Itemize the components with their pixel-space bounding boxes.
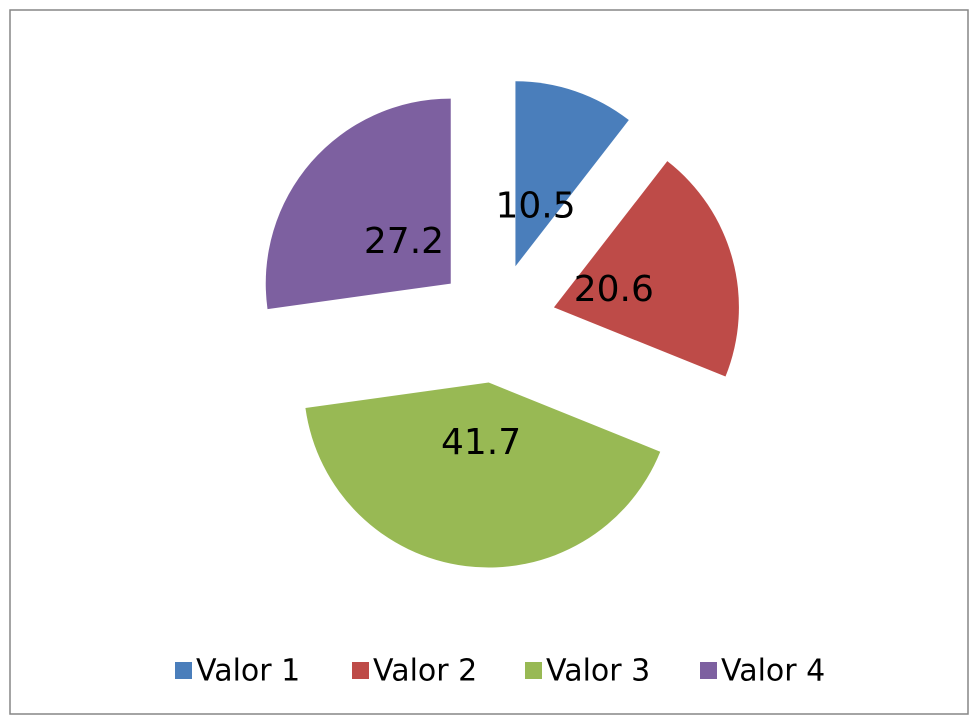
legend-swatch <box>525 662 542 679</box>
legend-swatch <box>700 662 717 679</box>
data-label: 20.6 <box>574 269 654 310</box>
chart-frame <box>9 9 969 715</box>
legend-label: Valor 1 <box>196 654 300 689</box>
legend-label: Valor 4 <box>721 654 825 689</box>
legend-swatch <box>352 662 369 679</box>
pie-slice <box>265 98 451 310</box>
pie-slice <box>553 161 739 377</box>
legend-swatch <box>175 662 192 679</box>
data-label: 27.2 <box>364 221 444 262</box>
data-label: 41.7 <box>441 422 521 463</box>
pie-slice <box>515 81 629 267</box>
legend-label: Valor 2 <box>373 654 477 689</box>
pie-slice <box>305 382 661 568</box>
data-label: 10.5 <box>495 186 575 227</box>
legend-label: Valor 3 <box>546 654 650 689</box>
